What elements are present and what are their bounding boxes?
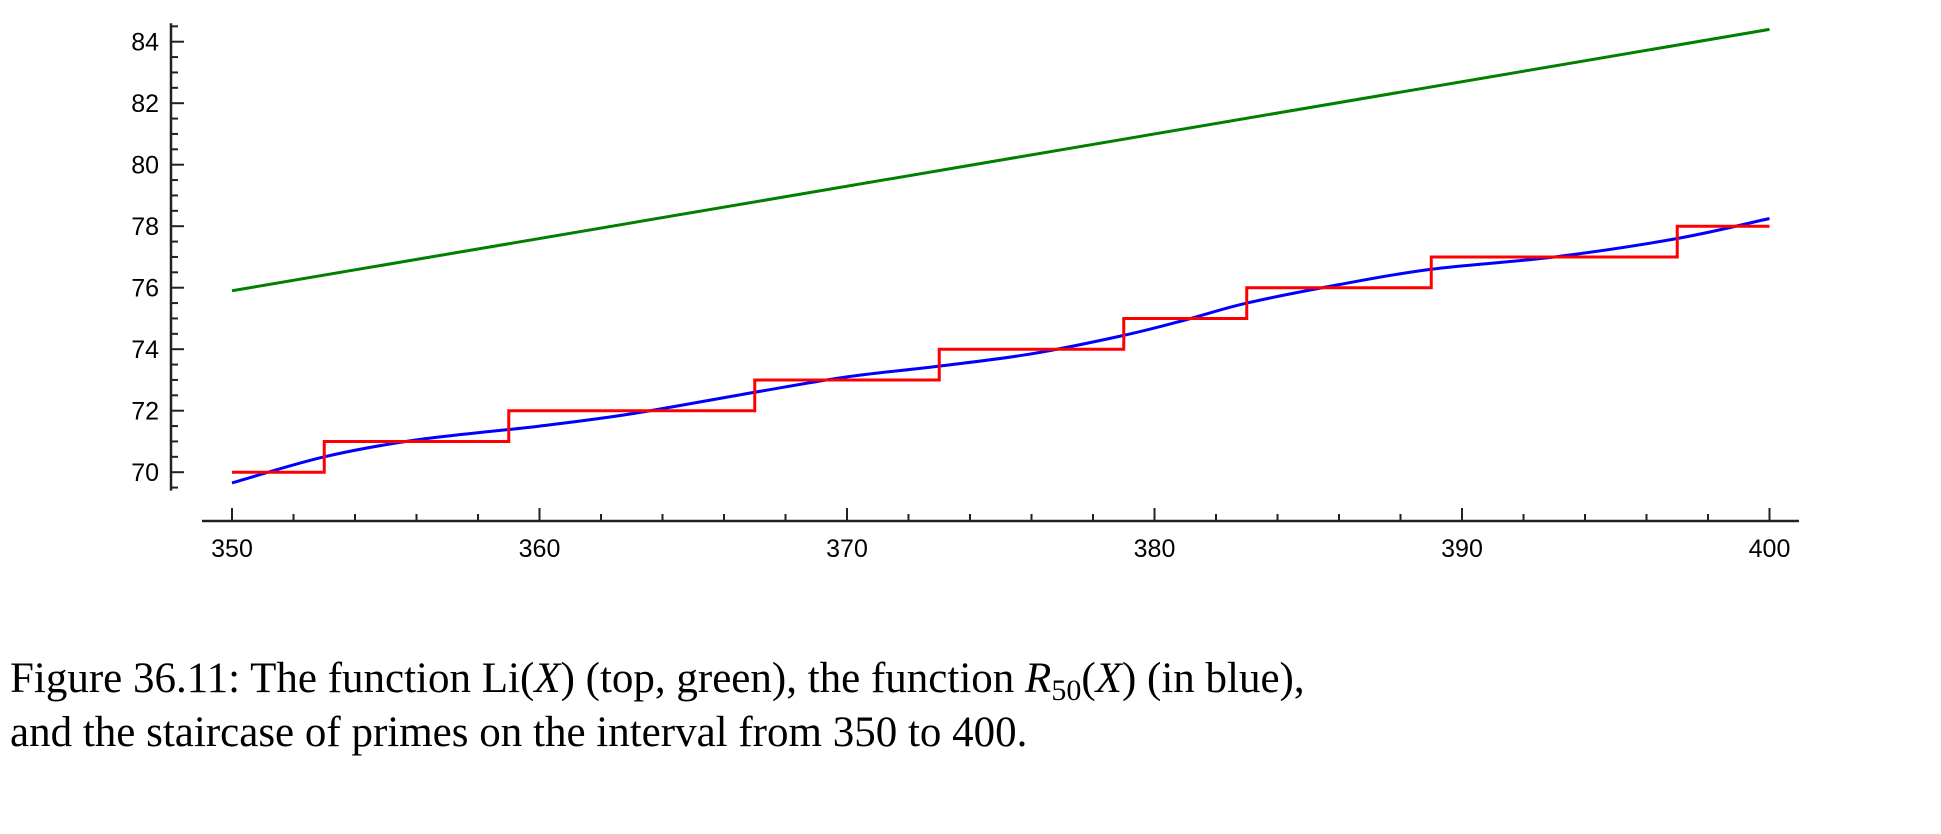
- y-tick-label: 78: [131, 213, 159, 241]
- y-tick-label: 74: [131, 336, 159, 364]
- caption-text: Figure 36.11: The function Li(: [10, 655, 535, 702]
- chart: 70 72 74 76 78 80 82 84 350 360 370 380 390 400: [131, 23, 1799, 563]
- caption-var: X: [1095, 655, 1122, 702]
- caption-var: R: [1025, 655, 1052, 702]
- caption-text: and the staircase of primes on the inter…: [10, 709, 1028, 756]
- caption-subscript: 50: [1051, 674, 1082, 707]
- x-tick-label: 350: [211, 535, 253, 563]
- x-tick-label: 390: [1441, 535, 1483, 563]
- caption-text: ) (in blue),: [1121, 655, 1305, 702]
- series-group: [231, 27, 1770, 485]
- y-tick-label: 70: [131, 459, 159, 487]
- axes: 70 72 74 76 78 80 82 84 350 360 370 380 390 400: [131, 23, 1799, 563]
- series-prime-staircase: [232, 224, 1770, 474]
- x-tick-label: 380: [1134, 535, 1176, 563]
- caption-text: (: [1081, 655, 1096, 702]
- caption-var: X: [534, 655, 561, 702]
- y-tick-label: 80: [131, 152, 159, 180]
- figure-caption: Figure 36.11: The function Li(X) (top, g…: [10, 652, 1940, 760]
- y-tick-label: 72: [131, 398, 159, 426]
- y-tick-label: 76: [131, 275, 159, 303]
- y-tick-label: 82: [131, 90, 159, 118]
- series-r50: [231, 217, 1770, 485]
- x-tick-label: 360: [519, 535, 561, 563]
- caption-text: ) (top, green), the function: [560, 655, 1026, 702]
- x-tick-label: 370: [826, 535, 868, 563]
- y-tick-label: 84: [131, 29, 159, 57]
- x-tick-label: 400: [1749, 535, 1791, 563]
- series-li: [231, 27, 1770, 293]
